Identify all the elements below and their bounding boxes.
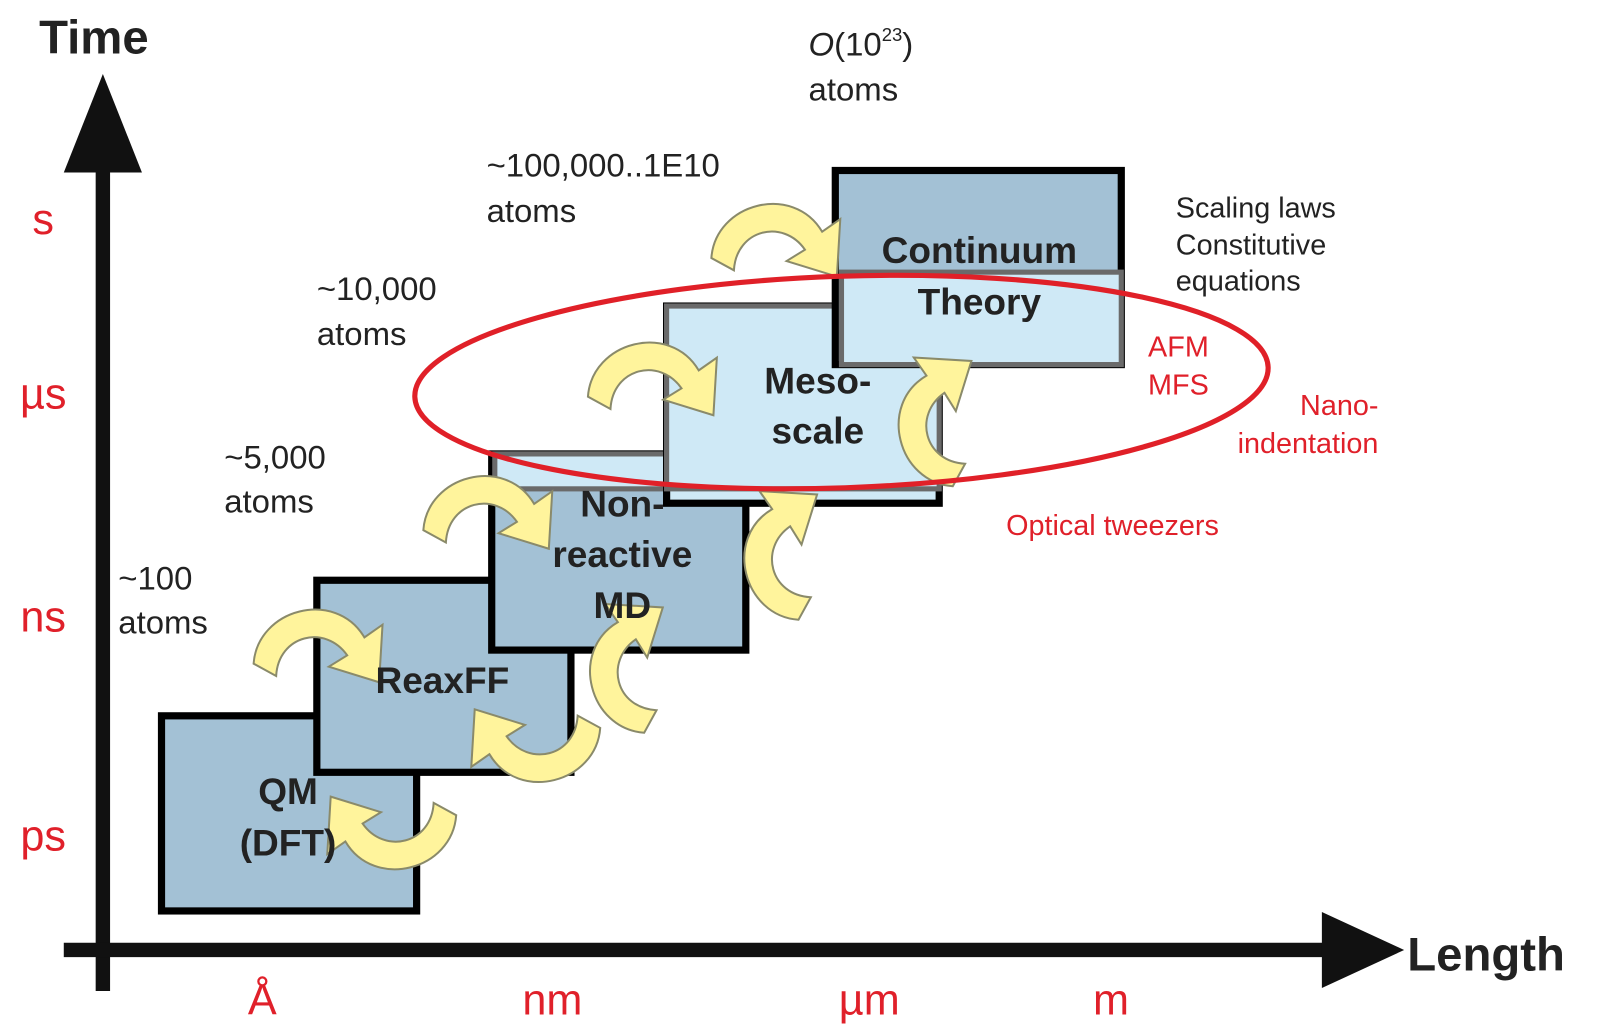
box-label: scale bbox=[771, 411, 864, 452]
y-tick: ps bbox=[20, 812, 66, 860]
experiment: Optical tweezers bbox=[1006, 510, 1219, 542]
scale-note: Scaling laws bbox=[1176, 193, 1336, 225]
atom-count-suffix: ) bbox=[902, 25, 913, 62]
atom-count: atoms bbox=[118, 604, 208, 641]
x-tick: Å bbox=[248, 977, 277, 1025]
atom-count-base: (10 bbox=[834, 25, 882, 62]
x-tick: µm bbox=[839, 977, 900, 1025]
y-arrowhead bbox=[63, 73, 142, 173]
box-label: (DFT) bbox=[240, 823, 337, 864]
y-axis-label: Time bbox=[39, 11, 149, 64]
x-arrowhead bbox=[1321, 911, 1405, 988]
y-tick: ns bbox=[20, 594, 66, 642]
atom-count: ~10,000 bbox=[317, 270, 437, 307]
focus-ellipse bbox=[412, 272, 1271, 492]
x-axis-label: Length bbox=[1407, 929, 1565, 982]
box-label: reactive bbox=[552, 534, 692, 575]
box-label: Meso- bbox=[764, 360, 871, 401]
experiment: indentation bbox=[1238, 428, 1379, 460]
x-tick: nm bbox=[522, 977, 582, 1025]
box-label: Continuum bbox=[882, 230, 1077, 271]
atom-count: ~100 bbox=[118, 560, 192, 597]
box-label: ReaxFF bbox=[375, 660, 509, 701]
box-label: Non- bbox=[580, 484, 664, 525]
atom-count: ~5,000 bbox=[224, 438, 326, 475]
box-label: MD bbox=[594, 585, 652, 626]
experiment: AFM bbox=[1148, 331, 1209, 363]
atom-count: atoms bbox=[487, 192, 577, 229]
y-tick: s bbox=[32, 196, 54, 244]
scale-note: Constitutive bbox=[1176, 230, 1326, 262]
box-label: Theory bbox=[918, 281, 1042, 322]
scale-note: equations bbox=[1176, 266, 1301, 298]
atom-count: atoms bbox=[317, 315, 407, 352]
box-label: QM bbox=[258, 771, 318, 812]
y-tick: µs bbox=[20, 371, 66, 419]
atom-count-prefix: O bbox=[809, 25, 835, 62]
atom-count: atoms bbox=[809, 71, 899, 108]
atom-count: ~100,000..1E10 bbox=[487, 147, 720, 184]
x-tick: m bbox=[1093, 977, 1129, 1025]
atom-count: O(1023) bbox=[809, 24, 914, 62]
atom-count-exp: 23 bbox=[882, 24, 903, 45]
atom-count: atoms bbox=[224, 482, 314, 519]
experiment: MFS bbox=[1148, 369, 1209, 401]
experiment: Nano- bbox=[1300, 390, 1378, 422]
